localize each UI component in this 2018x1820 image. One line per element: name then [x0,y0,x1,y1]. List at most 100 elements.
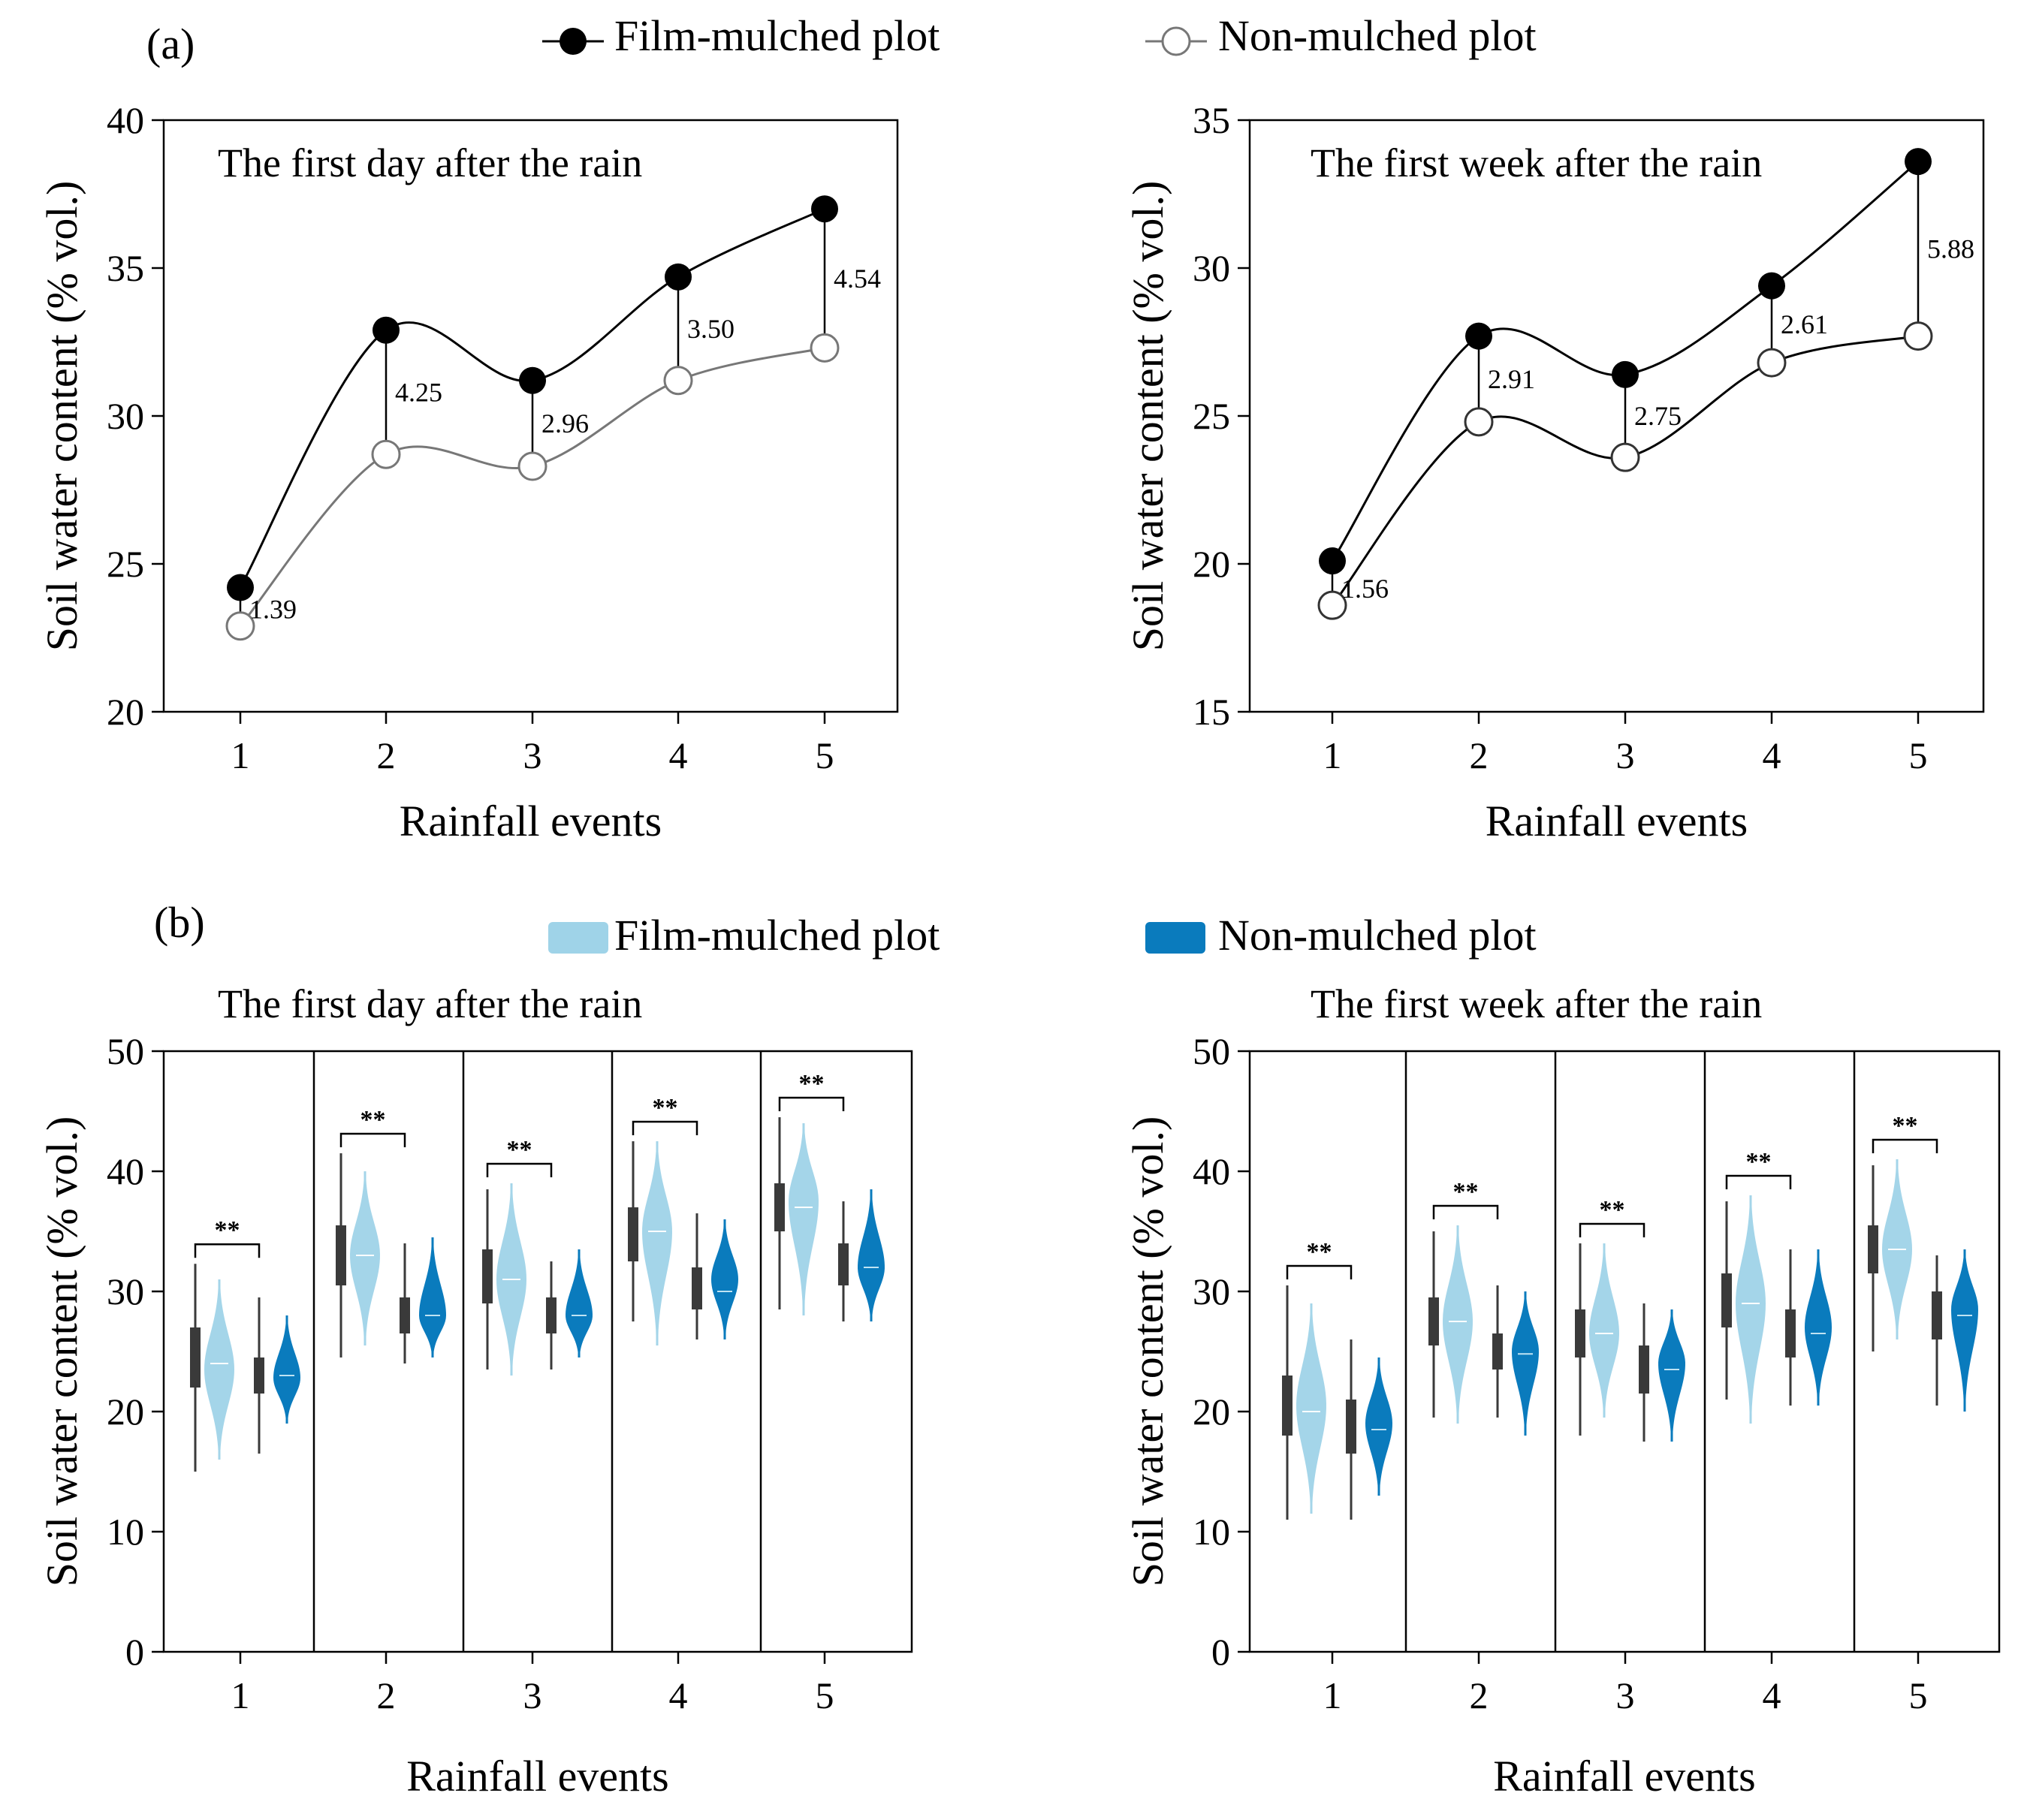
film-mulched-line [239,207,825,589]
x-tick-label: 4 [1763,734,1781,776]
significance-bracket [339,1132,406,1147]
x-tick-label: 1 [231,1674,250,1716]
significance-bracket [1286,1264,1353,1279]
non-mulched-point [1903,321,1933,351]
y-tick-label: 25 [107,543,144,585]
non-violin [1512,1291,1539,1436]
chart-title: The first week after the rain [1311,981,1762,1026]
box-iqr [1428,1297,1439,1345]
significance-label: ** [215,1216,240,1244]
significance-bracket [194,1243,261,1258]
x-tick-label: 5 [816,734,834,776]
y-tick-label: 40 [1193,1150,1230,1192]
x-tick-label: 1 [1323,1674,1342,1716]
y-tick-label: 10 [1193,1511,1230,1553]
x-tick-label: 3 [523,1674,542,1716]
y-tick-label: 20 [1193,543,1230,585]
non-violin [1365,1357,1392,1496]
film-violin [789,1123,819,1315]
y-tick-label: 25 [1193,395,1230,437]
significance-label: ** [1746,1148,1772,1176]
x-tick-label: 2 [1470,734,1489,776]
difference-label: 1.39 [249,595,297,625]
film-violin [1736,1195,1766,1424]
box-iqr [482,1249,493,1303]
legend-a-non-label: Non-mulched plot [1218,11,1537,60]
legend-b: Film-mulched plot Non-mulched plot [548,911,1537,960]
non-mulched-point [1757,348,1787,378]
non-violin [1805,1249,1832,1406]
film-violin [1589,1243,1619,1418]
x-tick-label: 2 [377,1674,396,1716]
film-violin [642,1141,672,1345]
box-iqr [838,1243,849,1285]
y-tick-label: 10 [107,1511,144,1553]
film-mulched-point [227,574,254,601]
y-tick-label: 30 [107,395,144,437]
y-tick-label: 20 [1193,1391,1230,1433]
significance-bracket [632,1120,698,1135]
box-iqr [1346,1400,1356,1454]
x-tick-label: 2 [1470,1674,1489,1716]
significance-bracket [1872,1138,1938,1153]
non-violin [419,1237,446,1357]
significance-label: ** [1453,1178,1479,1206]
difference-label: 2.75 [1634,401,1682,431]
x-tick-label: 1 [1323,734,1342,776]
box-iqr [1575,1309,1585,1357]
y-tick-label: 35 [1193,99,1230,141]
box-iqr [774,1183,785,1231]
significance-bracket [778,1096,845,1111]
chart-title: The first week after the rain [1311,140,1762,185]
plot-frame [1248,1050,2001,1653]
significance-label: ** [1307,1238,1332,1266]
y-tick-label: 30 [1193,247,1230,289]
significance-bracket [486,1162,553,1177]
box-iqr [1932,1291,1942,1339]
difference-label: 3.50 [687,314,735,344]
y-tick-label: 20 [107,691,144,733]
y-tick-label: 40 [107,1150,144,1192]
non-mulched-point [225,611,255,641]
significance-bracket [1725,1174,1792,1189]
panel-b-label: (b) [154,898,205,947]
box-iqr [546,1297,557,1333]
box-iqr [400,1297,410,1333]
chart-title: The first day after the rain [218,981,642,1026]
box-iqr [1785,1309,1796,1357]
film-mulched-point [1465,322,1492,350]
non-mulched-point [517,451,547,481]
non-mulched-point [1610,442,1640,472]
x-tick-label: 1 [231,734,250,776]
chart-b-left: 0 10 20 30 40 50 Soil water content (% vol.) 1 2… [38,981,913,1800]
legend-a-film-label: Film-mulched plot [614,11,940,60]
x-axis-title: Rainfall events [406,1752,669,1800]
difference-label: 2.61 [1781,309,1828,339]
y-tick-label: 15 [1193,691,1230,733]
x-tick-label: 3 [523,734,542,776]
significance-label: ** [799,1070,825,1098]
x-axis-title: Rainfall events [400,797,662,845]
y-tick-label: 30 [107,1270,144,1312]
panel-a-label: (a) [146,20,195,68]
box-iqr [254,1357,264,1394]
y-axis-title: Soil water content (% vol.) [38,181,86,652]
box-iqr [1282,1376,1293,1436]
difference-label: 4.54 [834,264,881,294]
x-tick-label: 2 [377,734,396,776]
x-tick-label: 4 [1763,1674,1781,1716]
film-mulched-point [519,366,546,394]
x-tick-label: 3 [1616,1674,1635,1716]
non-mulched-point [1317,590,1347,620]
y-tick-label: 40 [107,99,144,141]
significance-label: ** [1893,1112,1918,1140]
difference-label: 4.25 [395,377,442,407]
non-mulched-point [663,366,693,396]
y-tick-label: 35 [107,247,144,289]
x-axis-title: Rainfall events [1493,1752,1756,1800]
non-mulched-point [1464,407,1494,437]
legend-a: Film-mulched plot Non-mulched plot [542,11,1537,60]
legend-a-non-marker [1161,26,1191,56]
